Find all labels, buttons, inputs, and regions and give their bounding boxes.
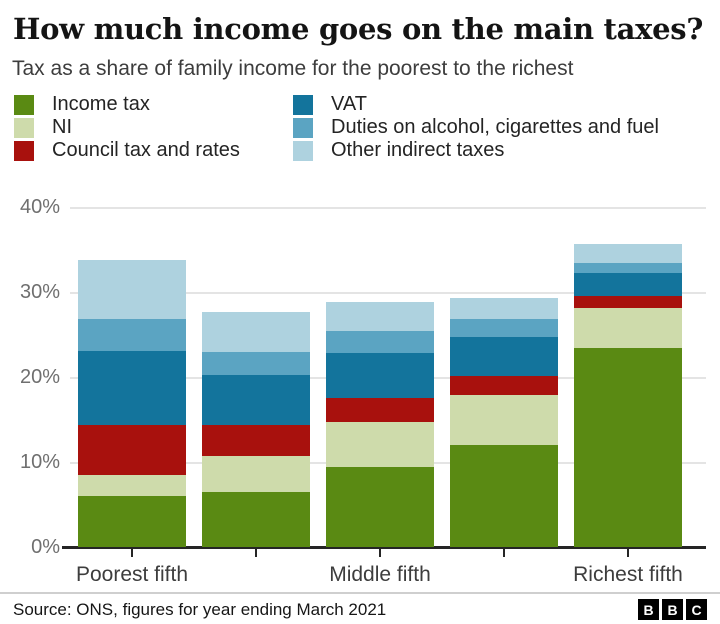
- y-tick-label: 30%: [19, 281, 60, 303]
- legend-label: NI: [52, 116, 72, 138]
- bar-segment-income-tax: [202, 491, 310, 547]
- bar-segment-other-indirect-taxes: [78, 259, 186, 320]
- bar-segment-duties-on-alcohol-cigarettes-and-fuel: [450, 319, 558, 338]
- bar-segment-council-tax-and-rates: [78, 424, 186, 475]
- bar-segment-council-tax-and-rates: [450, 376, 558, 395]
- bar-segment-vat: [202, 375, 310, 425]
- legend-item-council-tax-and-rates: Council tax and rates: [14, 139, 240, 161]
- bar-segment-ni: [450, 394, 558, 445]
- x-axis-tick: [627, 549, 629, 557]
- legend-swatch-other-indirect-taxes: [293, 140, 313, 161]
- bar-segment-council-tax-and-rates: [574, 296, 682, 309]
- bar-segment-other-indirect-taxes: [574, 243, 682, 264]
- bar-segment-other-indirect-taxes: [326, 302, 434, 332]
- bar-segment-ni: [78, 474, 186, 496]
- bar-segment-income-tax: [326, 467, 434, 547]
- legend-swatch-income-tax: [14, 94, 34, 115]
- x-axis-label-middle-fifth: Middle fifth: [329, 563, 431, 586]
- bar-fifth-4: [450, 297, 558, 547]
- chart-title: How much income goes on the main taxes?: [13, 12, 704, 46]
- legend-item-ni: NI: [14, 116, 72, 138]
- legend-label: Council tax and rates: [52, 139, 240, 161]
- x-axis-tick: [131, 549, 133, 557]
- legend-item-income-tax: Income tax: [14, 93, 150, 115]
- bbc-logo-block-c: C: [686, 599, 707, 620]
- legend-swatch-vat: [293, 94, 313, 115]
- bar-segment-council-tax-and-rates: [202, 424, 310, 457]
- bar-poorest-fifth: [78, 259, 186, 547]
- bar-segment-ni: [574, 308, 682, 349]
- stacked-bar-chart: 0% 10% 20% 30% 40% Poorest fifth Middle fifth R…: [0, 190, 720, 590]
- bar-segment-vat: [326, 353, 434, 399]
- x-axis-baseline: [62, 546, 706, 549]
- bar-segment-income-tax: [450, 444, 558, 547]
- legend-label: Duties on alcohol, cigarettes and fuel: [331, 116, 659, 138]
- bar-segment-duties-on-alcohol-cigarettes-and-fuel: [78, 319, 186, 351]
- x-axis-tick: [255, 549, 257, 557]
- bar-fifth-2: [202, 312, 310, 547]
- chart-subtitle: Tax as a share of family income for the …: [12, 57, 574, 80]
- bar-segment-vat: [450, 337, 558, 377]
- gridline-30: [70, 292, 706, 294]
- bar-segment-other-indirect-taxes: [202, 312, 310, 352]
- legend: Income tax NI Council tax and rates VAT Duti…: [0, 93, 720, 164]
- bar-segment-vat: [574, 273, 682, 297]
- gridline-40: [70, 207, 706, 209]
- bar-segment-duties-on-alcohol-cigarettes-and-fuel: [574, 263, 682, 274]
- x-axis-tick: [379, 549, 381, 557]
- legend-label: VAT: [331, 93, 367, 115]
- x-axis-tick: [503, 549, 505, 557]
- x-axis-label-poorest-fifth: Poorest fifth: [75, 563, 189, 586]
- bar-segment-ni: [202, 456, 310, 492]
- footer-divider: [0, 592, 720, 594]
- bar-middle-fifth: [326, 302, 434, 547]
- bar-segment-ni: [326, 422, 434, 468]
- bar-richest-fifth: [574, 243, 682, 547]
- y-tick-label: 0%: [31, 536, 60, 558]
- legend-swatch-ni: [14, 117, 34, 138]
- legend-swatch-duties-on-alcohol-cigarettes-and-fuel: [293, 117, 313, 138]
- legend-label: Income tax: [52, 93, 150, 115]
- bbc-logo-block-b: B: [638, 599, 659, 620]
- y-tick-label: 10%: [19, 451, 60, 473]
- bbc-logo-block-b: B: [662, 599, 683, 620]
- y-tick-label: 40%: [19, 196, 60, 218]
- bar-segment-council-tax-and-rates: [326, 398, 434, 423]
- bar-segment-income-tax: [574, 348, 682, 547]
- legend-swatch-council-tax-and-rates: [14, 140, 34, 161]
- bar-segment-income-tax: [78, 495, 186, 547]
- bar-segment-other-indirect-taxes: [450, 297, 558, 320]
- legend-item-duties-on-alcohol-cigarettes-and-fuel: Duties on alcohol, cigarettes and fuel: [293, 116, 659, 138]
- legend-item-other-indirect-taxes: Other indirect taxes: [293, 139, 505, 161]
- legend-label: Other indirect taxes: [331, 139, 505, 161]
- source-text: Source: ONS, figures for year ending Mar…: [13, 600, 387, 619]
- y-tick-label: 20%: [19, 366, 60, 388]
- bar-segment-vat: [78, 350, 186, 425]
- legend-item-vat: VAT: [293, 93, 367, 115]
- bar-segment-duties-on-alcohol-cigarettes-and-fuel: [326, 331, 434, 354]
- x-axis-label-richest-fifth: Richest fifth: [573, 563, 683, 586]
- bar-segment-duties-on-alcohol-cigarettes-and-fuel: [202, 351, 310, 376]
